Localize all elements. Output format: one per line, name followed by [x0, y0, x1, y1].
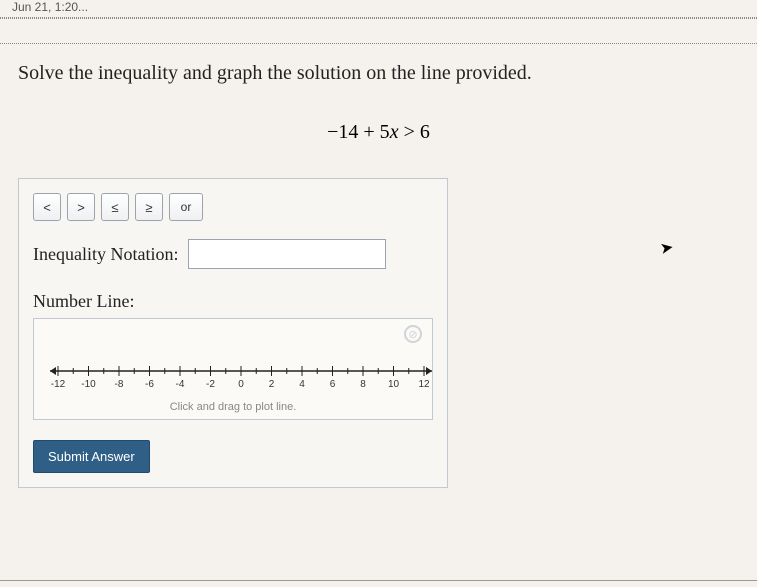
less-equal-button[interactable]: ≤ [101, 193, 129, 221]
divider-bottom [0, 580, 757, 581]
timestamp-fragment: Jun 21, 1:20... [0, 0, 757, 18]
svg-text:12: 12 [418, 379, 430, 390]
svg-text:-2: -2 [206, 379, 215, 390]
timestamp-text: Jun 21, 1:20... [12, 0, 88, 14]
svg-text:-8: -8 [115, 379, 124, 390]
svg-text:-12: -12 [51, 379, 66, 390]
svg-text:6: 6 [330, 379, 336, 390]
svg-text:10: 10 [388, 379, 400, 390]
symbol-toolbar: < > ≤ ≥ or [33, 193, 433, 221]
or-button[interactable]: or [169, 193, 203, 221]
svg-text:2: 2 [269, 379, 275, 390]
inequality-expression: −14 + 5x > 6 [18, 121, 739, 144]
svg-text:-4: -4 [176, 379, 185, 390]
svg-text:-10: -10 [81, 379, 96, 390]
divider-dotted-2 [0, 43, 757, 44]
svg-text:0: 0 [238, 379, 244, 390]
submit-answer-button[interactable]: Submit Answer [33, 440, 150, 473]
number-line-plot[interactable]: -12 -10 -8 -6 -4 -2 0 2 4 6 8 10 12 [42, 355, 440, 399]
svg-text:8: 8 [360, 379, 366, 390]
number-line-box: ⊘ -12 -10 -8 -6 -4 -2 0 2 4 6 8 10 12 Click and drag… [33, 318, 433, 420]
greater-equal-button[interactable]: ≥ [135, 193, 163, 221]
notation-row: Inequality Notation: [33, 239, 433, 269]
number-line-hint: Click and drag to plot line. [42, 401, 424, 413]
svg-text:-6: -6 [145, 379, 154, 390]
notation-input[interactable] [188, 239, 386, 269]
less-than-button[interactable]: < [33, 193, 61, 221]
divider-dotted-1 [0, 18, 757, 19]
answer-panel: < > ≤ ≥ or Inequality Notation: Number L… [18, 178, 448, 488]
question-prompt: Solve the inequality and graph the solut… [18, 62, 739, 85]
svg-text:4: 4 [299, 379, 305, 390]
number-line-label: Number Line: [33, 291, 433, 312]
greater-than-button[interactable]: > [67, 193, 95, 221]
notation-label: Inequality Notation: [33, 244, 178, 265]
question-content: Solve the inequality and graph the solut… [0, 48, 757, 587]
clear-plot-icon[interactable]: ⊘ [404, 325, 422, 343]
